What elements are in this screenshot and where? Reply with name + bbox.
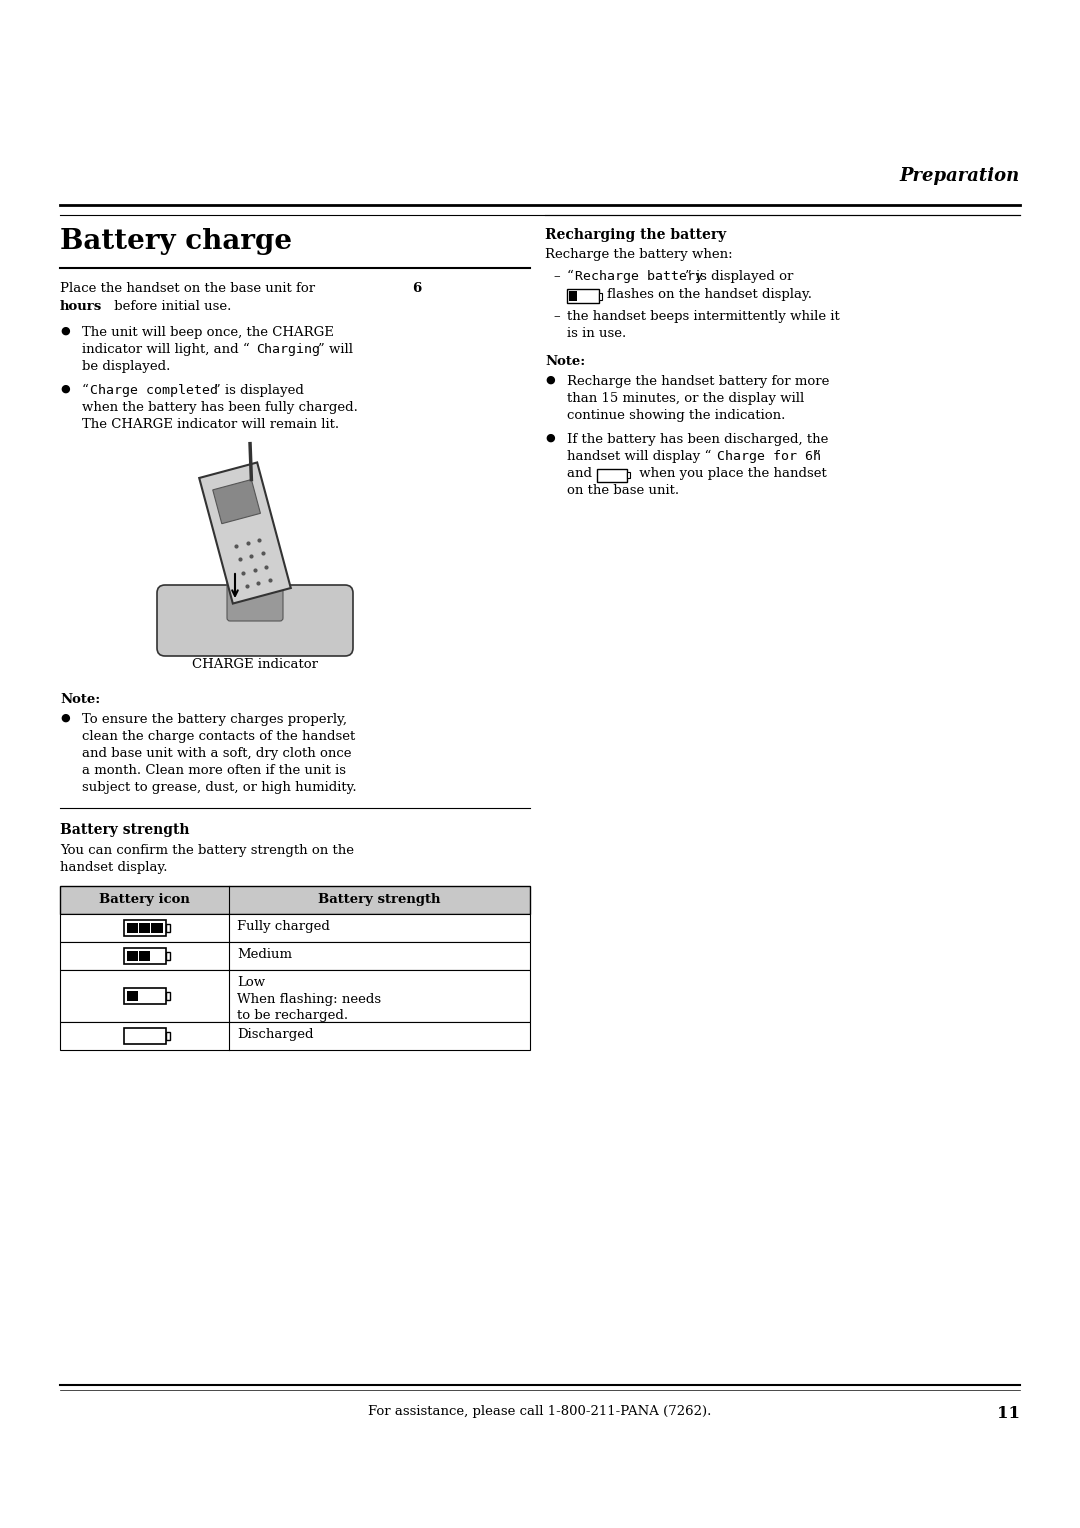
Text: ●: ● xyxy=(60,714,70,723)
Text: Charge for 6h: Charge for 6h xyxy=(717,451,821,463)
Text: when the battery has been fully charged.: when the battery has been fully charged. xyxy=(82,400,357,414)
Text: and: and xyxy=(567,468,596,480)
Text: when you place the handset: when you place the handset xyxy=(635,468,827,480)
Text: –: – xyxy=(553,270,559,283)
Text: Recharge the handset battery for more
than 15 minutes, or the display will
conti: Recharge the handset battery for more th… xyxy=(567,374,829,422)
Text: You can confirm the battery strength on the
handset display.: You can confirm the battery strength on … xyxy=(60,843,354,874)
Bar xyxy=(123,1028,165,1044)
Text: “: “ xyxy=(82,384,89,397)
FancyBboxPatch shape xyxy=(227,581,283,620)
Text: The CHARGE indicator will remain lit.: The CHARGE indicator will remain lit. xyxy=(82,419,339,431)
Text: The unit will beep once, the CHARGE: The unit will beep once, the CHARGE xyxy=(82,325,334,339)
Text: Place the handset on the base unit for: Place the handset on the base unit for xyxy=(60,283,320,295)
Bar xyxy=(126,992,138,1001)
Text: Recharge the battery when:: Recharge the battery when: xyxy=(545,248,732,261)
Text: CHARGE indicator: CHARGE indicator xyxy=(192,659,318,671)
Text: indicator will light, and “: indicator will light, and “ xyxy=(82,342,249,356)
Bar xyxy=(165,1031,170,1041)
Text: Note:: Note: xyxy=(60,694,100,706)
Bar xyxy=(60,1022,530,1050)
Text: ” is displayed: ” is displayed xyxy=(214,384,303,397)
Bar xyxy=(597,469,627,481)
Bar xyxy=(165,924,170,932)
Text: ●: ● xyxy=(545,432,555,443)
Text: Note:: Note: xyxy=(545,354,585,368)
Text: “: “ xyxy=(567,270,573,283)
Text: Battery strength: Battery strength xyxy=(60,824,189,837)
Text: ●: ● xyxy=(60,384,70,394)
Text: hours: hours xyxy=(60,299,103,313)
Text: For assistance, please call 1-800-211-PANA (7262).: For assistance, please call 1-800-211-PA… xyxy=(368,1406,712,1418)
Bar xyxy=(165,992,170,999)
Bar xyxy=(627,472,630,478)
Text: Battery charge: Battery charge xyxy=(60,228,292,255)
Polygon shape xyxy=(199,463,291,604)
Text: Charge completed: Charge completed xyxy=(90,384,218,397)
Bar xyxy=(126,950,138,961)
Text: ” will: ” will xyxy=(318,342,353,356)
Bar xyxy=(139,923,150,934)
Text: If the battery has been discharged, the: If the battery has been discharged, the xyxy=(567,432,828,446)
Text: Charging: Charging xyxy=(256,342,320,356)
Bar xyxy=(126,923,138,934)
Bar xyxy=(123,947,165,964)
Text: 11: 11 xyxy=(997,1406,1020,1423)
Text: Battery icon: Battery icon xyxy=(99,894,190,906)
Text: is in use.: is in use. xyxy=(567,327,626,341)
Text: be displayed.: be displayed. xyxy=(82,361,171,373)
Text: ” is displayed or: ” is displayed or xyxy=(685,270,794,283)
Text: before initial use.: before initial use. xyxy=(110,299,231,313)
Text: Low
When flashing: needs
to be recharged.: Low When flashing: needs to be recharged… xyxy=(238,976,381,1022)
Text: Recharge battery: Recharge battery xyxy=(575,270,703,283)
Text: To ensure the battery charges properly,
clean the charge contacts of the handset: To ensure the battery charges properly, … xyxy=(82,714,356,795)
Text: Medium: Medium xyxy=(238,947,293,961)
Text: Battery strength: Battery strength xyxy=(319,894,441,906)
Text: Discharged: Discharged xyxy=(238,1028,313,1041)
Bar xyxy=(60,886,530,914)
Text: –: – xyxy=(553,310,559,322)
Bar xyxy=(599,292,602,299)
Bar xyxy=(139,950,150,961)
Text: Preparation: Preparation xyxy=(900,167,1020,185)
Text: ”: ” xyxy=(813,451,820,463)
Text: on the base unit.: on the base unit. xyxy=(567,484,679,497)
Text: handset will display “: handset will display “ xyxy=(567,451,712,463)
Text: Fully charged: Fully charged xyxy=(238,920,330,934)
Bar xyxy=(60,941,530,970)
Bar xyxy=(569,290,577,301)
Text: 6: 6 xyxy=(411,283,421,295)
Bar xyxy=(123,989,165,1004)
Bar xyxy=(123,920,165,937)
Text: the handset beeps intermittently while it: the handset beeps intermittently while i… xyxy=(567,310,840,322)
Bar xyxy=(60,914,530,941)
Text: flashes on the handset display.: flashes on the handset display. xyxy=(607,287,812,301)
Text: ●: ● xyxy=(60,325,70,336)
Bar xyxy=(567,289,599,303)
Bar xyxy=(151,923,163,934)
Bar xyxy=(165,952,170,960)
Text: ●: ● xyxy=(545,374,555,385)
Text: Recharging the battery: Recharging the battery xyxy=(545,228,726,241)
FancyBboxPatch shape xyxy=(157,585,353,656)
Bar xyxy=(60,970,530,1022)
Polygon shape xyxy=(213,480,260,524)
